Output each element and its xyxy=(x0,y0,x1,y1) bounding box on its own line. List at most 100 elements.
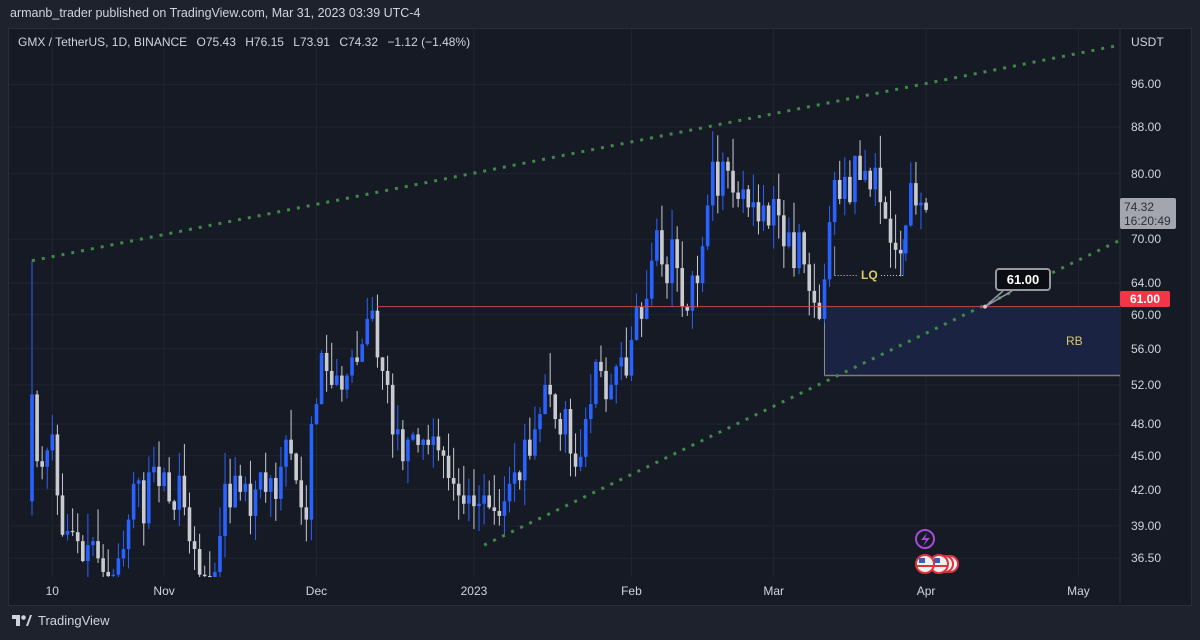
candle xyxy=(573,433,578,477)
candle-body xyxy=(528,439,532,456)
candle-body xyxy=(213,571,217,577)
candle-body xyxy=(685,306,690,311)
candle-body xyxy=(695,275,700,284)
candle xyxy=(878,135,883,225)
last-price: 74.32 xyxy=(1124,200,1155,214)
candle xyxy=(431,418,436,468)
candle-body xyxy=(126,519,131,550)
candle xyxy=(436,418,441,461)
lightning-icon[interactable] xyxy=(915,529,935,549)
candle-body xyxy=(873,167,878,190)
candle-body xyxy=(131,483,136,520)
lq-label[interactable]: LQ xyxy=(861,268,878,282)
candle-body xyxy=(218,536,222,572)
price-tick: 36.50 xyxy=(1131,551,1162,566)
candle-body xyxy=(716,161,720,196)
candle-body xyxy=(50,434,55,451)
candle xyxy=(462,465,466,515)
candle-body xyxy=(228,483,232,508)
candle xyxy=(756,184,761,235)
candle-body xyxy=(492,507,497,512)
candle-body xyxy=(771,198,776,226)
candle-body xyxy=(914,183,918,206)
candle xyxy=(563,401,568,453)
candle xyxy=(487,480,491,510)
candle xyxy=(35,390,39,468)
candle xyxy=(761,184,766,231)
candle-body xyxy=(888,218,893,243)
callout-leader xyxy=(984,290,1004,308)
candle xyxy=(279,446,283,511)
candle xyxy=(182,444,187,516)
candle-body xyxy=(75,532,80,542)
candle xyxy=(365,297,370,347)
rb-label[interactable]: RB xyxy=(1066,334,1083,348)
candle-body xyxy=(462,495,466,504)
candle xyxy=(218,507,222,577)
time-tick: 2023 xyxy=(460,584,488,598)
candle-body xyxy=(538,414,542,430)
candle xyxy=(172,499,177,520)
candle-body xyxy=(86,545,90,562)
candle-body xyxy=(604,370,608,400)
price-callout[interactable]: 61.00 xyxy=(995,268,1051,291)
candle xyxy=(309,416,314,541)
candle xyxy=(91,537,95,557)
ohlc-low: L73.91 xyxy=(293,35,330,49)
candle xyxy=(909,162,913,227)
candle xyxy=(533,406,537,460)
candle xyxy=(81,535,85,563)
candle xyxy=(863,149,867,183)
currency-label[interactable]: USDT xyxy=(1131,35,1164,49)
price-tick: 45.00 xyxy=(1131,448,1162,463)
candle-body xyxy=(817,302,822,319)
candle xyxy=(472,469,476,530)
candle xyxy=(614,364,618,404)
candle xyxy=(213,562,217,577)
level-price-label: 61.00 xyxy=(1120,291,1170,307)
tradingview-brand[interactable]: TradingView xyxy=(12,613,110,628)
candle-body xyxy=(700,246,705,284)
time-tick: 10 xyxy=(45,584,59,598)
candle-body xyxy=(812,290,817,303)
candle-body xyxy=(761,205,766,222)
candle-body xyxy=(431,436,436,445)
candle-body xyxy=(909,183,913,226)
candle-body xyxy=(639,306,644,319)
candle xyxy=(721,152,725,211)
candle xyxy=(629,326,634,382)
candle xyxy=(263,452,268,503)
candle-body xyxy=(878,167,883,203)
candle-body xyxy=(106,571,110,577)
candle xyxy=(827,205,832,287)
candle xyxy=(223,452,227,558)
candle-body xyxy=(624,357,629,376)
price-tick: 52.00 xyxy=(1131,377,1162,392)
candle-body xyxy=(497,511,502,516)
candle xyxy=(771,186,776,249)
candle-body xyxy=(202,574,207,577)
candle xyxy=(741,170,745,214)
ohlc-change: −1.12 (−1.48%) xyxy=(387,35,471,49)
candle-body xyxy=(924,202,928,210)
candle-body xyxy=(451,478,456,484)
us-flag-event-icons[interactable] xyxy=(915,554,959,574)
candle-body xyxy=(162,472,166,487)
symbol-name[interactable]: GMX / TetherUS, 1D, BINANCE xyxy=(18,35,188,49)
candle xyxy=(441,446,446,479)
candle xyxy=(924,197,928,213)
candle-body xyxy=(853,155,857,203)
candle-body xyxy=(822,279,827,319)
candle xyxy=(131,471,136,529)
candle-body xyxy=(309,424,314,520)
candle-body xyxy=(426,439,431,445)
candle xyxy=(421,438,425,460)
candle xyxy=(456,468,461,520)
candle xyxy=(710,131,715,221)
candle-body xyxy=(741,189,745,199)
candle-body xyxy=(589,404,593,420)
candle-body xyxy=(96,541,100,559)
candle xyxy=(776,173,781,239)
candle-body xyxy=(802,232,806,265)
